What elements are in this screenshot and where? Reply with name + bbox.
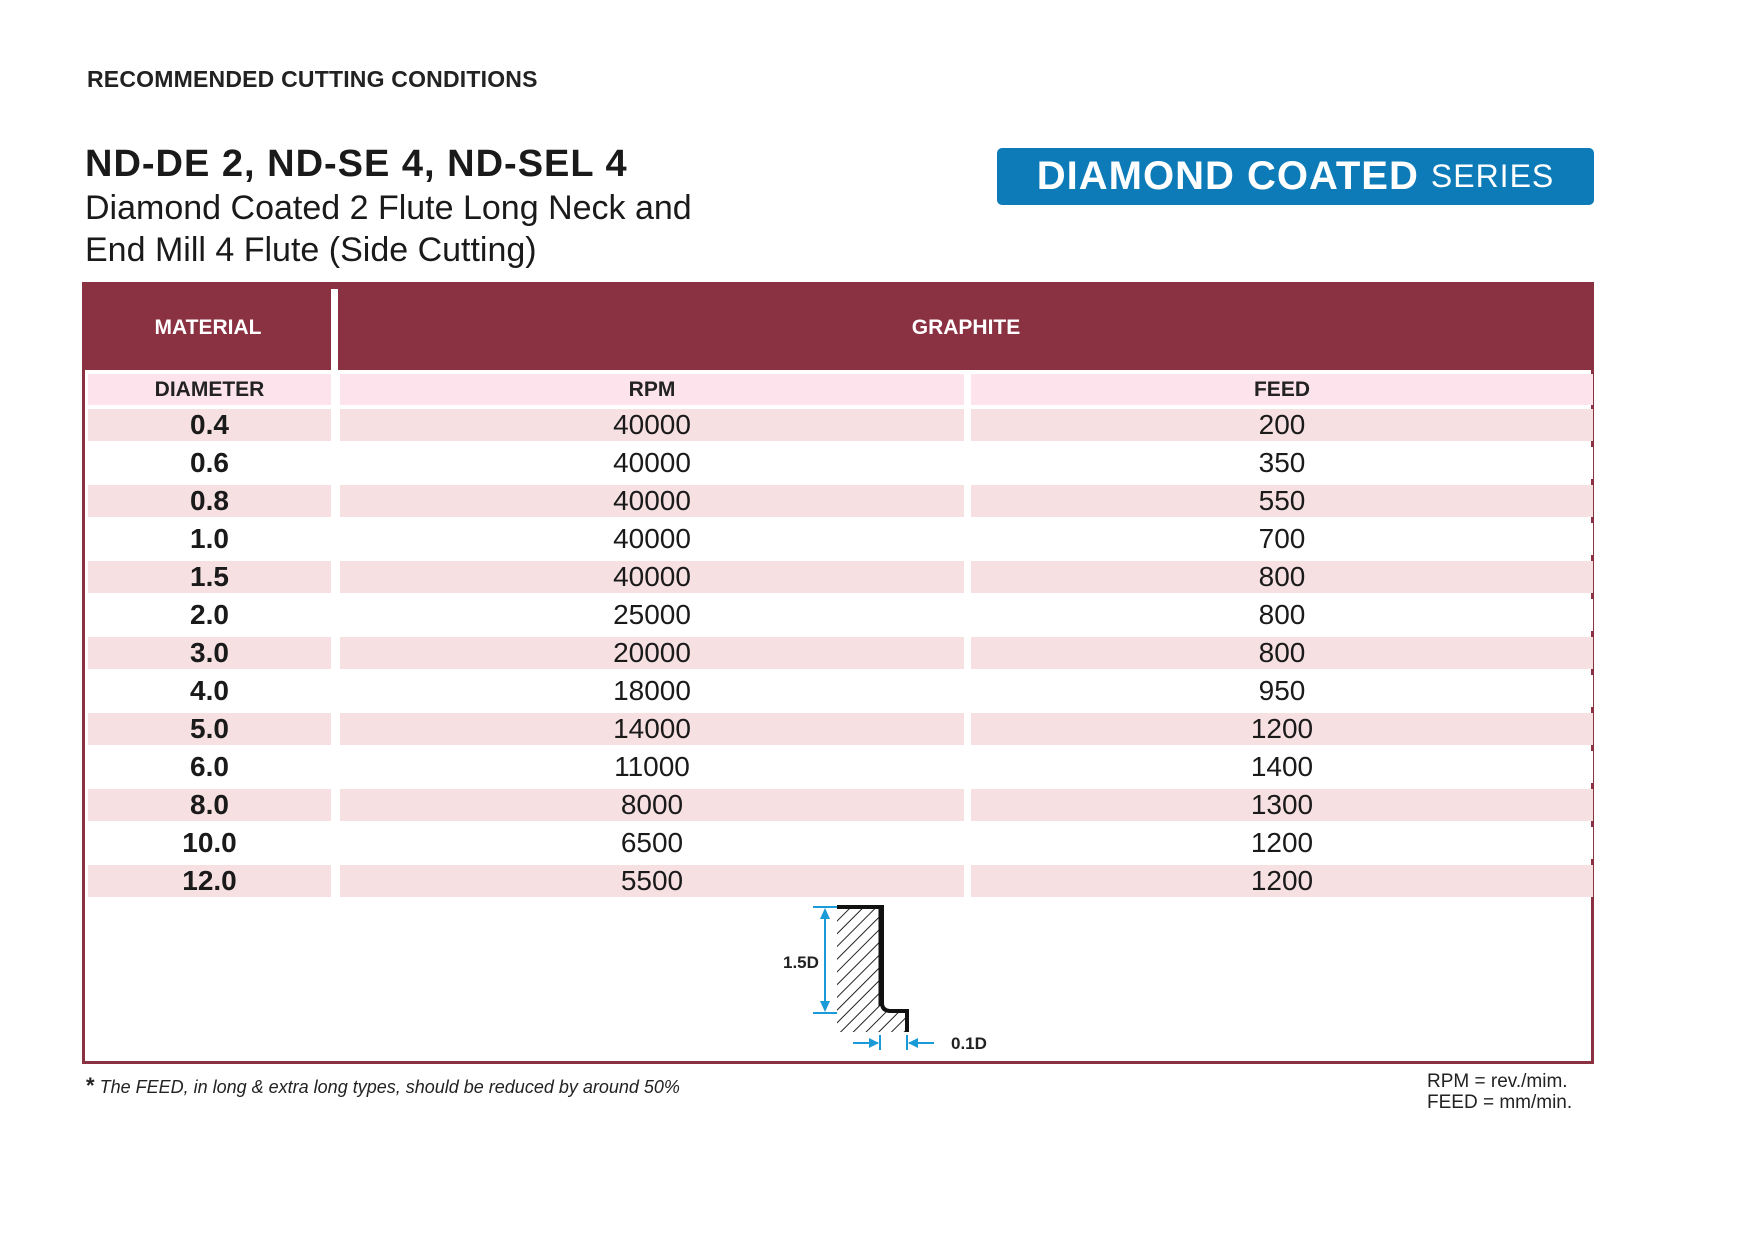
rpm-cell: 20000 <box>340 637 964 669</box>
rpm-cell: 40000 <box>340 447 964 479</box>
header-divider <box>331 289 338 371</box>
depth-dimension-arrow <box>813 906 837 1014</box>
column-header-row: DIAMETER RPM FEED <box>85 374 1593 405</box>
table-row: 0.4 40000 200 <box>85 407 1593 445</box>
table-row: 6.0 11000 1400 <box>85 749 1593 787</box>
width-label: 0.1D <box>951 1034 987 1053</box>
feed-cell: 950 <box>971 675 1593 707</box>
feed-cell: 800 <box>971 637 1593 669</box>
rpm-cell: 8000 <box>340 789 964 821</box>
cutting-conditions-table: MATERIAL GRAPHITE DIAMETER RPM FEED 0.4 4… <box>82 282 1594 1064</box>
product-codes-title: ND-DE 2, ND-SE 4, ND-SEL 4 <box>85 143 628 185</box>
diameter-cell: 12.0 <box>88 865 331 897</box>
diameter-cell: 10.0 <box>88 827 331 859</box>
feed-cell: 800 <box>971 599 1593 631</box>
rpm-cell: 40000 <box>340 523 964 555</box>
diameter-cell: 4.0 <box>88 675 331 707</box>
table-row: 8.0 8000 1300 <box>85 787 1593 825</box>
table-row: 4.0 18000 950 <box>85 673 1593 711</box>
table-row: 10.0 6500 1200 <box>85 825 1593 863</box>
column-header-feed: FEED <box>971 374 1593 405</box>
rpm-cell: 40000 <box>340 561 964 593</box>
diameter-cell: 1.5 <box>88 561 331 593</box>
feed-cell: 700 <box>971 523 1593 555</box>
diameter-cell: 5.0 <box>88 713 331 745</box>
table-row: 1.5 40000 800 <box>85 559 1593 597</box>
column-header-diameter: DIAMETER <box>88 374 331 405</box>
feed-cell: 550 <box>971 485 1593 517</box>
table-row: 2.0 25000 800 <box>85 597 1593 635</box>
section-heading: RECOMMENDED CUTTING CONDITIONS <box>87 66 538 92</box>
footnote-star: * <box>86 1073 95 1098</box>
diameter-cell: 0.4 <box>88 409 331 441</box>
rpm-cell: 40000 <box>340 485 964 517</box>
table-row: 5.0 14000 1200 <box>85 711 1593 749</box>
cutting-depth-diagram: 1.5D 0.1D <box>783 905 987 1053</box>
feed-cell: 1200 <box>971 865 1593 897</box>
material-header: MATERIAL <box>154 315 262 339</box>
description-line-1: Diamond Coated 2 Flute Long Neck and <box>85 189 692 227</box>
diameter-cell: 0.6 <box>88 447 331 479</box>
product-description: Diamond Coated 2 Flute Long Neck and End… <box>85 187 805 271</box>
feed-cell: 350 <box>971 447 1593 479</box>
feed-cell: 1300 <box>971 789 1593 821</box>
description-line-2: End Mill 4 Flute (Side Cutting) <box>85 231 537 269</box>
feed-cell: 800 <box>971 561 1593 593</box>
table-row: 0.6 40000 350 <box>85 445 1593 483</box>
material-value-header: GRAPHITE <box>911 315 1021 339</box>
rpm-cell: 6500 <box>340 827 964 859</box>
diameter-cell: 6.0 <box>88 751 331 783</box>
feed-cell: 1200 <box>971 827 1593 859</box>
hatched-material-icon <box>837 907 907 1032</box>
rpm-cell: 40000 <box>340 409 964 441</box>
diameter-cell: 8.0 <box>88 789 331 821</box>
footnote-text: The FEED, in long & extra long types, sh… <box>99 1077 680 1097</box>
diameter-cell: 1.0 <box>88 523 331 555</box>
series-badge-light: SERIES <box>1430 158 1555 194</box>
rpm-cell: 5500 <box>340 865 964 897</box>
depth-label: 1.5D <box>783 953 819 972</box>
table-row: 3.0 20000 800 <box>85 635 1593 673</box>
footnote: * The FEED, in long & extra long types, … <box>86 1073 680 1099</box>
table-row: 0.8 40000 550 <box>85 483 1593 521</box>
table-row: 1.0 40000 700 <box>85 521 1593 559</box>
diameter-cell: 0.8 <box>88 485 331 517</box>
series-badge: DIAMOND COATED SERIES <box>997 148 1594 205</box>
rpm-cell: 18000 <box>340 675 964 707</box>
tool-profile-edge <box>837 905 909 1032</box>
width-dimension-arrow <box>853 1035 934 1050</box>
rpm-cell: 25000 <box>340 599 964 631</box>
feed-unit: FEED = mm/min. <box>1427 1092 1573 1113</box>
diameter-cell: 3.0 <box>88 637 331 669</box>
feed-cell: 200 <box>971 409 1593 441</box>
units-legend: RPM = rev./mim. FEED = mm/min. <box>1427 1071 1572 1113</box>
rpm-cell: 11000 <box>340 751 964 783</box>
rpm-unit: RPM = rev./mim. <box>1427 1071 1568 1092</box>
rpm-cell: 14000 <box>340 713 964 745</box>
column-header-rpm: RPM <box>340 374 964 405</box>
series-badge-strong: DIAMOND COATED <box>1036 154 1419 198</box>
table-row: 12.0 5500 1200 <box>85 863 1593 901</box>
feed-cell: 1200 <box>971 713 1593 745</box>
feed-cell: 1400 <box>971 751 1593 783</box>
diameter-cell: 2.0 <box>88 599 331 631</box>
